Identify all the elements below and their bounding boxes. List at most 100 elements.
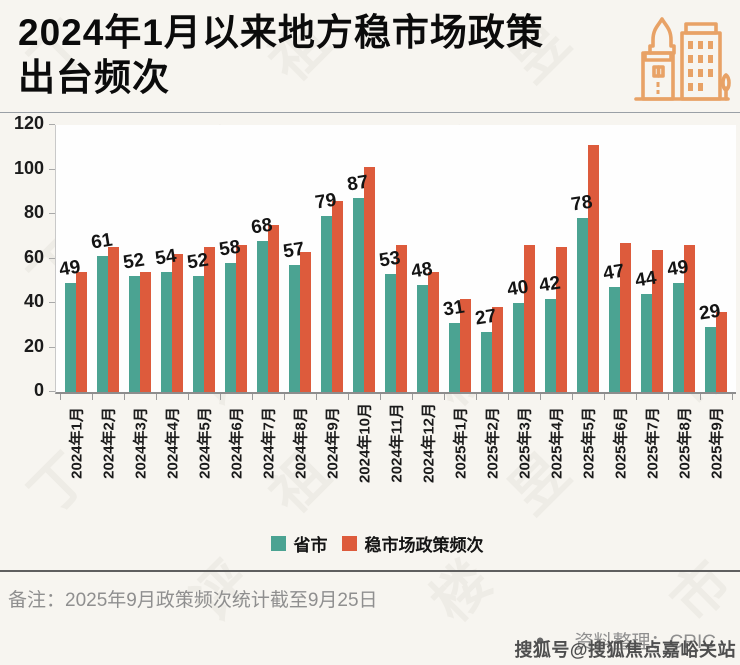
bar-value-label: 48 bbox=[409, 258, 434, 283]
x-axis-tick bbox=[124, 394, 125, 400]
bar-group: 47 bbox=[602, 125, 636, 392]
x-axis-tick bbox=[348, 394, 349, 400]
title-divider bbox=[0, 112, 740, 113]
page-title-line1: 2024年1月以来地方稳市场政策 bbox=[18, 12, 544, 53]
plot-area: 49 61 52 54 52 58 68 57 79 87 53 48 31 27 40 42 78 47 44 49… bbox=[55, 125, 736, 394]
y-axis-tick bbox=[49, 346, 55, 348]
x-axis-label: 2025年2月 bbox=[476, 394, 508, 516]
bar-value-label: 49 bbox=[57, 256, 82, 281]
bar-policy-frequency bbox=[268, 225, 279, 392]
x-axis-label: 2024年8月 bbox=[284, 394, 316, 516]
x-axis-tick bbox=[668, 394, 669, 400]
x-axis-label: 2024年7月 bbox=[252, 394, 284, 516]
x-axis-label: 2025年6月 bbox=[604, 394, 636, 516]
x-axis-label: 2024年2月 bbox=[92, 394, 124, 516]
y-axis-label: 120 bbox=[13, 113, 44, 133]
x-axis-label-text: 2024年4月 bbox=[164, 407, 182, 479]
x-axis-label-text: 2025年9月 bbox=[708, 407, 726, 479]
bar-provinces bbox=[417, 285, 428, 392]
bar-value-label: 42 bbox=[537, 272, 562, 297]
bar-group: 53 bbox=[378, 125, 412, 392]
bar-policy-frequency bbox=[492, 307, 503, 392]
y-axis-tick bbox=[49, 168, 55, 170]
legend: 省市 稳市场政策频次 bbox=[0, 531, 740, 556]
x-axis-label-text: 2024年8月 bbox=[292, 407, 310, 479]
bar-value-label: 40 bbox=[505, 276, 530, 301]
legend-label-provinces: 省市 bbox=[293, 536, 328, 555]
bar-group: 40 bbox=[505, 125, 540, 392]
x-axis-label: 2024年4月 bbox=[156, 394, 188, 516]
x-axis-label-text: 2024年11月 bbox=[388, 403, 406, 483]
y-axis-tick bbox=[49, 257, 55, 259]
data-source: 资料整理：CRIC bbox=[574, 632, 716, 653]
legend-label-policy-frequency: 稳市场政策频次 bbox=[364, 536, 484, 555]
footnote: 备注：2025年9月政策频次统计截至9月25日 bbox=[8, 590, 378, 611]
x-axis-label-text: 2024年10月 bbox=[356, 402, 374, 484]
bar-value-label: 52 bbox=[121, 249, 146, 274]
bar-provinces bbox=[385, 274, 396, 392]
bar-group: 49 bbox=[666, 125, 700, 392]
x-axis-label: 2024年11月 bbox=[380, 394, 412, 516]
bar-chart: 0 20 40 60 80 100 120 49 61 52 54 52 58 68 57 79 87 53 48… bbox=[2, 113, 740, 400]
bar-value-label: 87 bbox=[345, 171, 370, 196]
bar-group: 57 bbox=[281, 125, 316, 392]
x-axis-tick bbox=[156, 394, 157, 400]
source-row: ● 资料整理：CRIC bbox=[0, 627, 716, 654]
y-axis-tick bbox=[49, 391, 55, 392]
bar-value-label: 58 bbox=[217, 236, 242, 261]
x-axis-label-text: 2025年4月 bbox=[548, 407, 566, 479]
x-axis-label: 2024年9月 bbox=[316, 394, 348, 516]
bullet-icon: ● bbox=[535, 632, 545, 649]
bar-provinces bbox=[577, 218, 588, 392]
x-axis-tick bbox=[92, 394, 93, 400]
bar-value-label: 27 bbox=[473, 305, 498, 330]
bar-policy-frequency bbox=[108, 247, 119, 392]
bar-provinces bbox=[225, 262, 236, 392]
bar-provinces bbox=[705, 327, 716, 392]
y-axis-label: 40 bbox=[23, 291, 44, 311]
x-axis-tick bbox=[700, 394, 701, 400]
bar-provinces bbox=[545, 298, 556, 392]
bar-policy-frequency bbox=[396, 245, 407, 392]
bar-group: 52 bbox=[121, 125, 156, 392]
y-axis-tick bbox=[49, 124, 55, 125]
bar-group: 87 bbox=[345, 125, 380, 392]
bar-group: 49 bbox=[57, 125, 92, 392]
bar-policy-frequency bbox=[428, 271, 439, 392]
x-axis-label: 2024年1月 bbox=[60, 394, 92, 516]
x-axis-label: 2025年1月 bbox=[444, 394, 476, 516]
bar-value-label: 52 bbox=[185, 249, 210, 274]
x-axis-label: 2024年6月 bbox=[220, 394, 252, 516]
header: 2024年1月以来地方稳市场政策 出台频次 bbox=[0, 0, 740, 104]
x-axis-label-text: 2025年1月 bbox=[452, 407, 470, 479]
bar-policy-frequency bbox=[76, 271, 87, 392]
bar-provinces bbox=[129, 276, 140, 392]
x-axis-label: 2024年5月 bbox=[188, 394, 220, 516]
x-axis-tick bbox=[252, 394, 253, 400]
bar-policy-frequency bbox=[172, 254, 183, 392]
bar-group: 79 bbox=[314, 125, 348, 392]
x-axis-label-text: 2024年2月 bbox=[100, 407, 118, 479]
x-axis-label-text: 2025年5月 bbox=[580, 407, 598, 479]
y-axis-label: 60 bbox=[23, 246, 44, 267]
x-axis-label-text: 2025年7月 bbox=[644, 407, 662, 479]
bar-policy-frequency bbox=[716, 311, 727, 392]
bar-provinces bbox=[609, 287, 620, 392]
x-axis-tick bbox=[508, 394, 509, 400]
bar-value-label: 57 bbox=[281, 238, 306, 263]
x-axis-tick bbox=[604, 394, 605, 400]
y-axis-label: 100 bbox=[13, 157, 44, 178]
bar-policy-frequency bbox=[620, 242, 631, 392]
bar-group: 31 bbox=[442, 125, 476, 392]
x-axis-label-text: 2024年5月 bbox=[196, 407, 214, 479]
x-axis-tick bbox=[380, 394, 381, 400]
x-axis-label: 2025年4月 bbox=[540, 394, 572, 516]
bar-group: 54 bbox=[154, 125, 188, 392]
y-axis-label: 80 bbox=[23, 202, 44, 222]
bar-value-label: 29 bbox=[697, 300, 722, 326]
bar-group: 58 bbox=[217, 125, 252, 392]
y-axis-tick bbox=[49, 213, 55, 214]
x-axis-tick bbox=[316, 394, 317, 400]
x-axis: 2024年1月 2024年2月 2024年3月 2024年4月 2024年5月 2024年… bbox=[56, 394, 736, 516]
bar-group: 68 bbox=[250, 125, 284, 392]
